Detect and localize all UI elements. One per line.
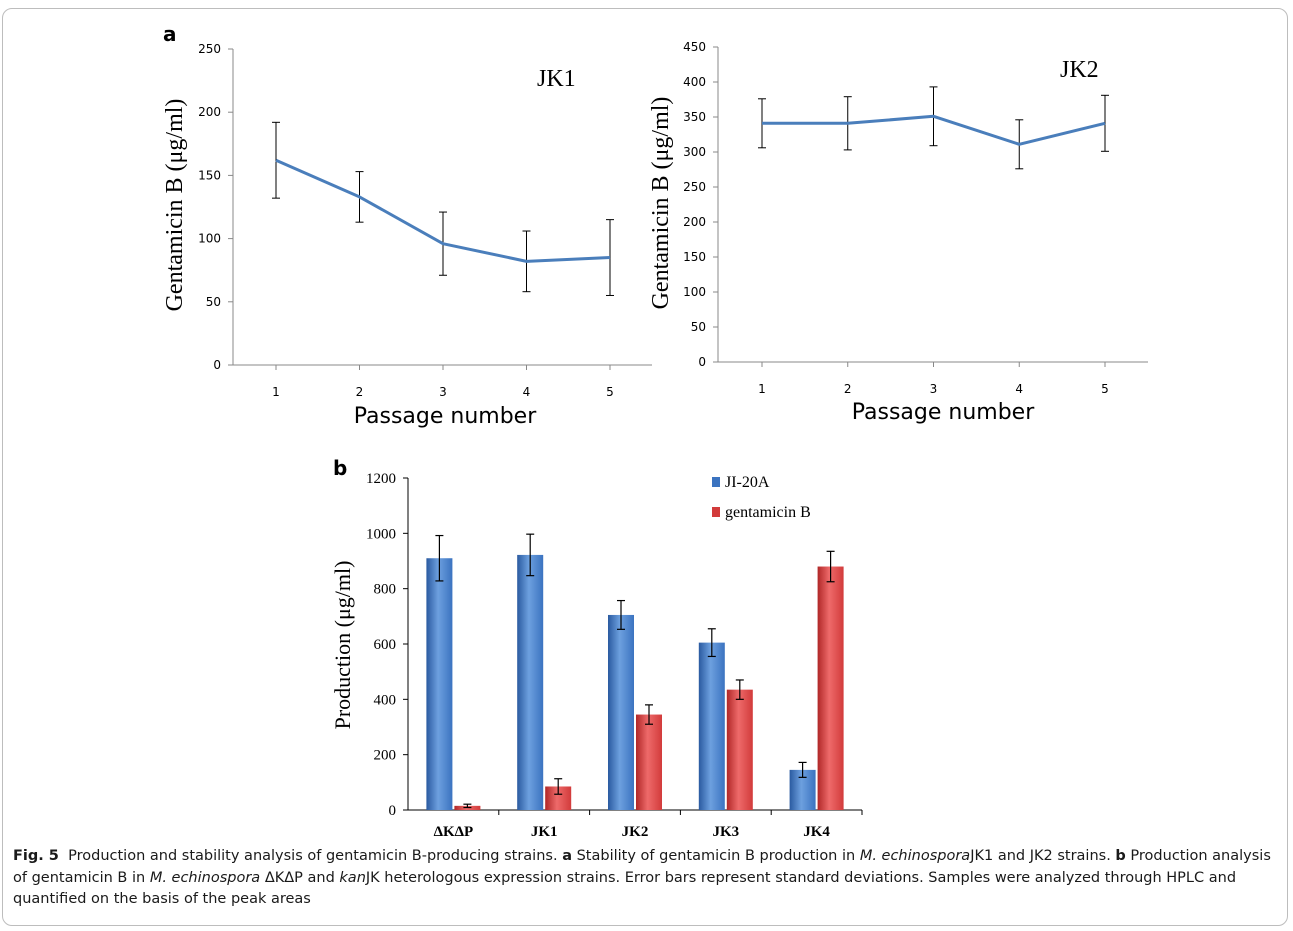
y-axis-title: Gentamicin B (μg/ml): [162, 99, 188, 312]
y-tick-label: 200: [683, 215, 706, 229]
y-tick-label: 150: [683, 250, 706, 264]
y-tick-label: 450: [683, 40, 706, 54]
bar-gentamicin-b: [726, 689, 753, 810]
series-line: [762, 114, 1106, 146]
y-tick-label: 400: [374, 692, 397, 708]
x-axis-title: Passage number: [852, 400, 1035, 425]
bar-ji-20a: [608, 614, 634, 810]
figure-frame: [2, 8, 1288, 926]
legend: JI-20A gentamicin B: [712, 474, 811, 521]
y-tick-label: 600: [374, 637, 397, 653]
panel-annotation: JK1: [537, 66, 576, 92]
x-tick-label: 5: [606, 385, 614, 399]
caption-b-gene: kan: [339, 869, 366, 886]
x-tick-label: 3: [930, 382, 938, 396]
x-tick-label: 2: [356, 385, 364, 399]
bar-ji-20a: [517, 554, 544, 810]
x-tick-label: JK1: [531, 824, 558, 840]
y-axis-title: Production (μg/ml): [330, 561, 355, 730]
y-axis-title: Gentamicin B (μg/ml): [648, 97, 674, 310]
caption-a-text-2: JK1 and JK2 strains.: [970, 848, 1111, 864]
legend-swatch: [712, 477, 720, 487]
bar-gentamicin-b: [545, 786, 572, 810]
y-tick-label: 350: [683, 110, 706, 124]
caption-a-species: M. echinospora: [859, 848, 971, 864]
figure-caption: Fig. 5 Production and stability analysis…: [13, 846, 1275, 911]
x-tick-label: 4: [1015, 382, 1023, 396]
y-tick-label: 250: [198, 42, 221, 56]
legend-swatch: [712, 507, 720, 517]
bar-ji-20a: [698, 642, 725, 810]
caption-b-species: M. echinospora: [149, 869, 261, 886]
y-tick-label: 1000: [366, 526, 396, 542]
y-tick-label: 300: [683, 145, 706, 159]
y-tick-label: 250: [683, 180, 706, 194]
y-tick-label: 50: [691, 320, 706, 334]
x-tick-label: 4: [523, 385, 531, 399]
series-line: [275, 158, 611, 263]
x-tick-label: 3: [439, 385, 447, 399]
y-tick-label: 1200: [366, 471, 396, 487]
caption-b-text-3: JK heterologous expression strains. Erro…: [13, 869, 1237, 908]
y-tick-label: 150: [198, 168, 221, 182]
bar-ji-20a: [426, 558, 453, 810]
y-tick-label: 400: [683, 75, 706, 89]
y-tick-label: 0: [213, 358, 221, 372]
y-tick-label: 0: [389, 803, 397, 819]
bar-gentamicin-b: [636, 714, 662, 810]
caption-b-label: b: [1115, 848, 1126, 864]
legend-label: gentamicin B: [725, 504, 811, 521]
x-tick-label: 2: [844, 382, 852, 396]
caption-fig-label: Fig. 5: [13, 848, 59, 864]
x-axis-title: Passage number: [354, 404, 537, 429]
x-tick-label: JK3: [712, 824, 739, 840]
caption-title: Production and stability analysis of gen…: [68, 848, 558, 864]
y-tick-label: 50: [206, 295, 221, 309]
caption-a-label: a: [562, 848, 572, 864]
y-tick-label: 100: [683, 285, 706, 299]
x-tick-label: 5: [1101, 382, 1109, 396]
y-tick-label: 200: [198, 105, 221, 119]
x-tick-label: JK2: [622, 824, 649, 840]
caption-a-text-1: Stability of gentamicin B production in: [576, 848, 856, 864]
legend-label: JI-20A: [725, 474, 770, 491]
caption-b-text-1: Production analysis of gentamicin B in: [13, 848, 1271, 886]
x-tick-label: ΔKΔP: [434, 824, 474, 840]
panel-label-a: a: [163, 22, 177, 46]
caption-b-text-2: ΔKΔP and: [264, 869, 335, 886]
chart-production-bars: 0 200 400 600 800 1000 1200 ΔKΔP JK1 JK2 JK3 JK4 JI-…: [330, 471, 863, 840]
y-tick-label: 200: [374, 748, 397, 764]
panel-annotation: JK2: [1060, 57, 1099, 83]
y-tick-label: 100: [198, 232, 221, 246]
x-tick-label: 1: [758, 382, 766, 396]
chart-jk1-stability: 0 50 100 150 200 250 1 2 3 4 5 Passage number Gentam…: [162, 42, 652, 429]
bar-gentamicin-b: [817, 566, 844, 810]
y-tick-label: 800: [374, 582, 397, 598]
chart-jk2-stability: 0 50 100 150 200 250 300 350 400 450 1 2 3 4 5 Passage …: [648, 40, 1148, 425]
x-tick-label: JK4: [803, 824, 830, 840]
y-tick-label: 0: [698, 355, 706, 369]
x-tick-label: 1: [272, 385, 280, 399]
panel-label-b: b: [333, 456, 347, 480]
